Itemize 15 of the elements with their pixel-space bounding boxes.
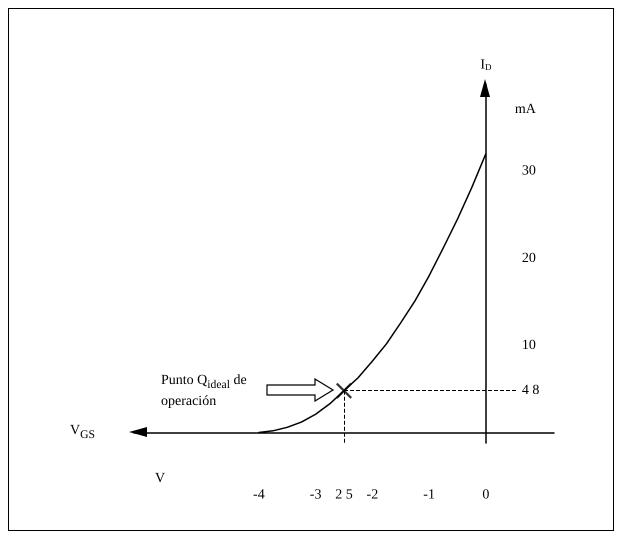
x-tick-label: -4	[253, 488, 265, 502]
annotation: mA	[514, 101, 536, 118]
x-tick-label: 0	[482, 488, 490, 502]
text: V	[155, 470, 166, 487]
x-tick-label: -3	[310, 488, 322, 502]
y-axis-title: ID	[480, 58, 492, 72]
x-tick-label: -2	[366, 488, 378, 502]
y-tick-label: 10	[522, 338, 536, 353]
y-tick-label: 30	[522, 164, 536, 179]
y-tick-label: 20	[522, 250, 536, 266]
text: Punto Q$_{ideal}$ de operación	[161, 372, 247, 408]
x-tick-label: -1	[423, 488, 435, 502]
y-tick-label: 4 8	[522, 383, 540, 398]
x-tick-label: 2 5	[335, 488, 353, 502]
x-axis-title: V$_{GS}$	[70, 422, 95, 442]
